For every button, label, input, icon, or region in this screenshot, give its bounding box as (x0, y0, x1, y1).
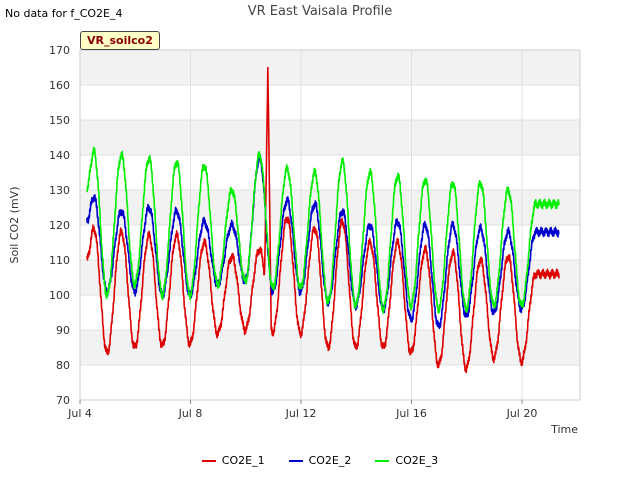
x-tick-label: Jul 8 (178, 407, 203, 420)
legend-swatch-green (375, 459, 390, 462)
legend-swatch-red (201, 459, 216, 462)
y-axis-label: Soil CO2 (mV) (8, 187, 21, 264)
no-data-notice: No data for f_CO2E_4 (5, 7, 123, 20)
y-tick-label: 110 (49, 254, 70, 267)
x-tick-label: Jul 20 (506, 407, 538, 420)
plot-frame (79, 49, 581, 401)
x-tick-label: Jul 12 (285, 407, 317, 420)
plot-background-bands (80, 50, 580, 365)
chart-title: VR East Vaisala Profile (247, 4, 393, 19)
x-tick-label: Jul 4 (67, 407, 92, 420)
legend-swatch-blue (288, 459, 303, 462)
y-tick-label: 70 (56, 394, 70, 407)
series-line-co2e-3 (86, 146, 560, 314)
legend-label: CO2E_1 (221, 454, 265, 467)
x-axis-label: Time (550, 423, 578, 436)
y-tick-label: 150 (49, 114, 70, 127)
y-tick-label: 170 (49, 44, 70, 57)
y-tick-label: 120 (49, 219, 70, 232)
y-tick-label: 80 (56, 359, 70, 372)
y-tick-label: 140 (49, 149, 70, 162)
site-badge: VR_soilco2 (80, 31, 160, 50)
legend: CO2E_1 CO2E_2 CO2E_3 (0, 454, 640, 467)
legend-item-co2e-2[interactable]: CO2E_2 (288, 454, 352, 467)
y-tick-label: 90 (56, 324, 70, 337)
legend-label: CO2E_3 (395, 454, 439, 467)
plot-band (80, 120, 580, 155)
y-tick-label: 160 (49, 79, 70, 92)
legend-item-co2e-1[interactable]: CO2E_1 (201, 454, 265, 467)
x-axis-ticks: Jul 4 Jul 8 Jul 12 Jul 16 Jul 20 (67, 400, 537, 420)
x-tick-label: Jul 16 (395, 407, 427, 420)
plot-band (80, 50, 580, 85)
legend-item-co2e-3[interactable]: CO2E_3 (375, 454, 438, 467)
y-axis-ticks: 70 80 90 100 110 120 130 140 150 160 170 (49, 44, 70, 407)
plot-band (80, 190, 580, 225)
legend-label: CO2E_2 (308, 454, 352, 467)
series-line-co2e-1 (86, 66, 560, 374)
y-tick-label: 130 (49, 184, 70, 197)
y-tick-label: 100 (49, 289, 70, 302)
series-layer (86, 66, 560, 374)
